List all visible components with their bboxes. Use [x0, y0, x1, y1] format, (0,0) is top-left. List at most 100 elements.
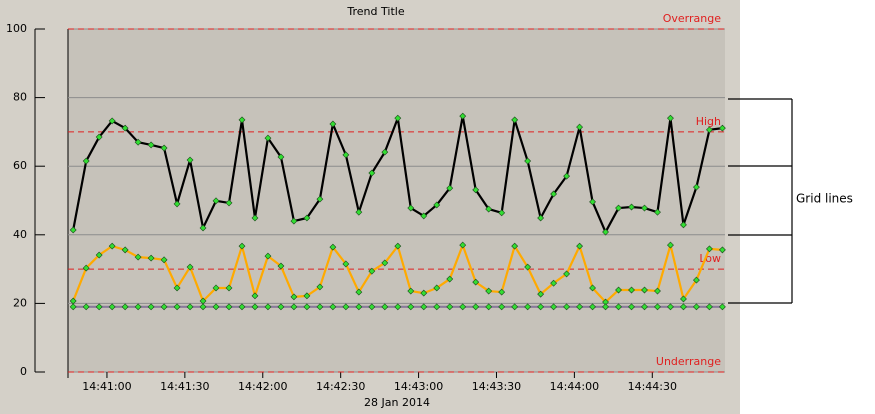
data-point: [693, 276, 700, 284]
data-point: [147, 141, 155, 149]
data-point: [225, 303, 233, 311]
reference-label: High: [696, 115, 721, 128]
data-point: [407, 303, 415, 311]
data-point: [277, 262, 285, 270]
data-point: [615, 303, 622, 311]
data-point: [485, 303, 493, 311]
data-point: [82, 264, 90, 272]
data-point: [160, 303, 168, 311]
data-point: [368, 169, 376, 177]
data-point: [511, 303, 519, 311]
data-point: [147, 254, 155, 262]
data-point: [225, 284, 233, 292]
data-point: [667, 303, 674, 311]
data-point: [589, 303, 596, 311]
y-tick-label: 40: [13, 228, 27, 241]
annotation: Grid lines: [796, 192, 853, 206]
data-point: [433, 201, 441, 209]
data-point: [199, 303, 207, 311]
data-point: [420, 289, 428, 297]
data-point: [264, 134, 272, 142]
data-point: [485, 205, 493, 213]
data-point: [394, 242, 402, 250]
annotation-bracket: [728, 98, 793, 304]
data-point: [95, 303, 103, 311]
x-tick-label: 14:43:00: [394, 380, 443, 393]
data-point: [355, 208, 363, 216]
data-point: [537, 290, 545, 298]
data-point: [628, 203, 635, 211]
data-point: [654, 303, 661, 311]
data-point: [602, 303, 609, 311]
y-tick-label: 20: [13, 296, 27, 309]
data-point: [693, 303, 700, 311]
data-point: [628, 286, 635, 294]
data-point: [212, 284, 220, 292]
data-point: [705, 245, 713, 253]
data-point: [446, 275, 454, 283]
data-point: [82, 157, 90, 165]
data-point: [121, 246, 129, 254]
data-point: [407, 287, 415, 295]
data-point: [238, 116, 246, 124]
data-point: [537, 303, 545, 311]
data-point: [316, 195, 324, 203]
data-point: [95, 133, 103, 141]
data-point: [667, 114, 674, 122]
data-point: [576, 242, 584, 250]
data-point: [485, 287, 493, 295]
data-point: [186, 303, 194, 311]
x-tick-label: 14:41:30: [160, 380, 209, 393]
data-point: [368, 267, 376, 275]
data-point: [212, 197, 220, 205]
data-point: [95, 251, 103, 259]
data-point: [550, 303, 558, 311]
data-point: [173, 303, 181, 311]
data-point: [407, 204, 415, 212]
data-point: [368, 303, 376, 311]
y-tick-label: 80: [13, 91, 27, 104]
data-point: [498, 288, 506, 296]
data-point: [459, 112, 467, 120]
data-point: [511, 116, 519, 124]
data-point: [290, 217, 298, 225]
data-point: [108, 117, 116, 125]
data-point: [121, 303, 129, 311]
y-tick-label: 100: [6, 22, 27, 35]
data-point: [433, 303, 441, 311]
data-point: [355, 288, 363, 296]
data-point: [718, 246, 726, 254]
data-point: [433, 284, 441, 292]
data-point: [459, 303, 467, 311]
data-point: [498, 209, 506, 217]
data-point: [394, 303, 402, 311]
data-point: [316, 283, 324, 291]
data-point: [108, 242, 116, 250]
data-point: [342, 151, 350, 159]
data-point: [524, 303, 532, 311]
data-point: [303, 292, 311, 300]
data-point: [576, 303, 584, 311]
data-point: [589, 284, 596, 292]
data-point: [199, 224, 207, 232]
data-point: [602, 228, 609, 236]
data-point: [472, 186, 480, 194]
data-point: [563, 270, 571, 278]
data-point: [550, 190, 558, 198]
data-point: [381, 303, 389, 311]
data-point: [680, 221, 687, 229]
data-point: [705, 303, 713, 311]
data-point: [173, 200, 181, 208]
data-point: [446, 184, 454, 192]
data-point: [277, 153, 285, 161]
data-point: [303, 303, 311, 311]
data-point: [680, 295, 687, 303]
data-point: [654, 287, 661, 295]
data-point: [160, 256, 168, 264]
data-point: [108, 303, 116, 311]
reference-label: Underrange: [656, 355, 721, 368]
data-point: [589, 198, 596, 206]
data-point: [420, 212, 428, 220]
